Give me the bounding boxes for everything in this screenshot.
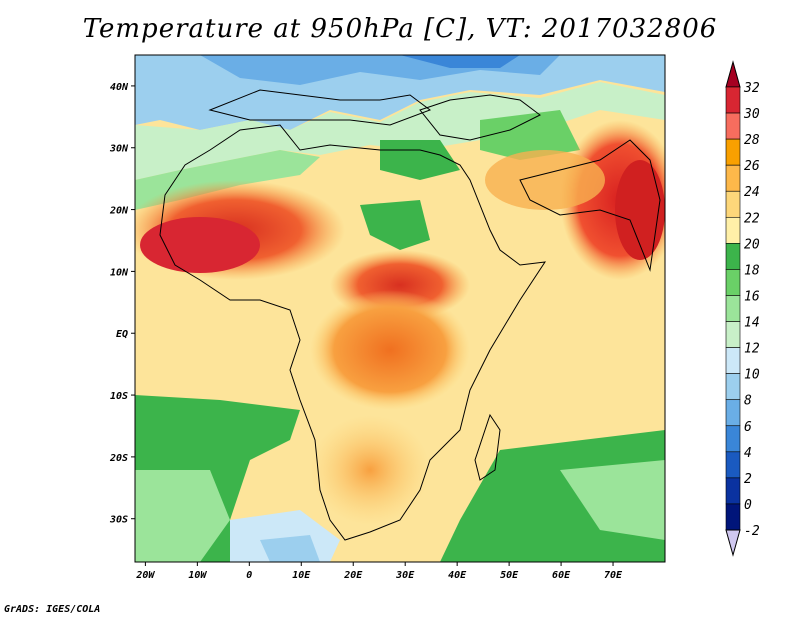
colorbar-swatch	[725, 477, 741, 505]
footer-credit: GrADS: IGES/COLA	[4, 604, 101, 615]
colorbar-level-label: 8	[744, 394, 752, 409]
colorbar-swatch	[725, 190, 741, 218]
colorbar-swatch	[725, 295, 741, 322]
colorbar-swatch	[725, 425, 741, 453]
colorbar-level-label: 10	[744, 368, 760, 383]
colorbar-swatch	[725, 399, 741, 427]
colorbar-level-label: 2	[744, 472, 752, 487]
lon-tick-label: 0	[246, 570, 252, 581]
colorbar-swatch	[725, 112, 741, 140]
lon-tick-label: 30E	[395, 570, 415, 581]
lat-tick-label: 20S	[109, 453, 128, 464]
colorbar-level-label: 26	[744, 159, 760, 174]
coastlines	[159, 89, 661, 541]
colorbar-level-label: 14	[744, 316, 760, 331]
lon-tick-label: 40E	[448, 570, 467, 581]
lon-tick-label: 60E	[552, 570, 571, 581]
colorbar-level-label: 6	[744, 420, 752, 435]
colorbar-level-label: 16	[744, 289, 760, 304]
lon-tick-label: 50E	[500, 570, 519, 581]
colorbar-swatch	[725, 451, 741, 479]
lat-tick-label: 30S	[109, 515, 128, 526]
colorbar-level-label: 24	[744, 185, 760, 200]
colorbar-swatch	[725, 347, 741, 374]
colorbar-level-label: 4	[744, 446, 752, 461]
colorbar-level-label: 30	[743, 107, 760, 122]
colorbar-swatch	[725, 138, 741, 166]
colorbar-level-label: 32	[743, 81, 760, 96]
lon-tick-label: 10W	[188, 570, 207, 581]
colorbar-swatch	[725, 216, 741, 244]
lat-tick-label: EQ	[116, 329, 128, 340]
map-title: Temperature at 950hPa [C], VT: 201703280…	[82, 14, 718, 44]
lon-tick-label: 70E	[604, 570, 623, 581]
colorbar-swatch	[725, 86, 741, 114]
lon-tick-label: 20E	[343, 570, 363, 581]
lon-tick-label: 20W	[135, 570, 155, 581]
lon-tick-label: 10E	[292, 570, 311, 581]
colorbar-level-label: 18	[744, 263, 760, 278]
colorbar-level-label: 28	[744, 133, 760, 148]
colorbar-level-label: 12	[744, 342, 760, 357]
temperature-field	[135, 55, 665, 562]
colorbar-level-label: 0	[744, 498, 752, 513]
lat-tick-label: 10S	[110, 391, 128, 402]
lat-tick-label: 10N	[110, 267, 129, 278]
colorbar-swatch	[725, 373, 741, 401]
latitude-ticks: 40N 30N 20N 10N EQ 10S 20S 30S	[109, 82, 135, 526]
colorbar-swatch	[725, 269, 741, 296]
lat-tick-label: 30N	[109, 144, 129, 155]
colorbar-level-label: 20	[744, 237, 760, 252]
colorbar-bottom-arrow	[725, 529, 741, 557]
lat-tick-label: 40N	[110, 82, 129, 93]
longitude-ticks: 20W 10W 0 10E 20E 30E 40E 50E 60E 70E	[135, 562, 623, 581]
colorbar-swatch	[725, 321, 741, 348]
colorbar-top-arrow	[725, 60, 741, 88]
colorbar-swatch	[725, 503, 741, 531]
colorbar-level-label: -2	[744, 524, 760, 539]
colorbar-swatch	[725, 243, 741, 270]
colorbar-level-label: 22	[744, 211, 760, 226]
map-frame	[134, 54, 666, 563]
colorbar-swatch	[725, 164, 741, 192]
lat-tick-label: 20N	[109, 206, 129, 217]
